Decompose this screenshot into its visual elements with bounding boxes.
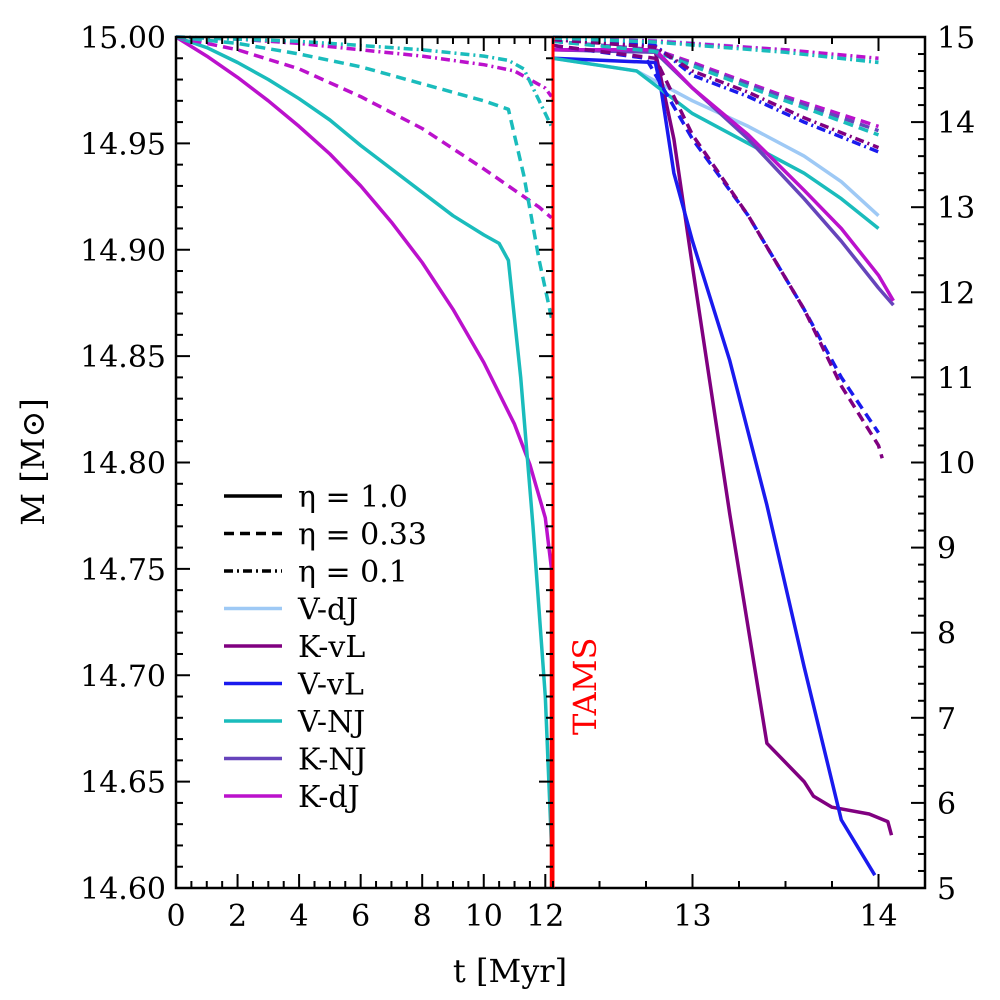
legend: η = 1.0η = 0.33η = 0.1V-dJK-vLV-vLV-NJK-… xyxy=(224,480,427,815)
legend-label-k-dj: K-dJ xyxy=(298,780,360,815)
legend-label-eta-0-1: η = 0.1 xyxy=(298,555,408,590)
right-panel-series xyxy=(552,35,895,877)
right-ytick-label: 15 xyxy=(937,21,975,56)
tick-labels: 14.60 14.65 14.70 14.75 14.80 14.85 14.90 14.95… xyxy=(80,21,975,934)
right-ytick-label: 8 xyxy=(937,617,956,652)
left-xtick-label: 10 xyxy=(465,899,503,934)
series-v-nj-eta-1-0-right xyxy=(552,56,880,230)
left-ytick-label: 14.75 xyxy=(80,553,166,588)
legend-label-v-nj: V-NJ xyxy=(297,705,365,740)
series-v-vl-eta-1-0-right xyxy=(552,56,877,877)
left-ytick-label: 14.65 xyxy=(80,766,166,801)
legend-label-v-vl: V-vL xyxy=(297,668,364,703)
legend-label-v-dj: V-dJ xyxy=(297,593,358,628)
series-v-nj-eta-0-1-right xyxy=(552,36,879,65)
axis-ticks xyxy=(175,36,926,889)
series-v-nj-eta-1-0-left xyxy=(175,35,554,846)
x-axis-title: t [Myr] xyxy=(453,952,567,990)
tams-label: TAMS xyxy=(566,638,604,735)
right-ytick-label: 12 xyxy=(937,276,975,311)
right-xtick-label: 14 xyxy=(859,899,897,934)
legend-label-k-nj: K-NJ xyxy=(298,743,367,778)
left-ytick-label: 14.70 xyxy=(80,659,166,694)
left-ytick-label: 14.90 xyxy=(80,234,166,269)
left-ytick-label: 14.60 xyxy=(80,872,166,907)
legend-label-k-vl: K-vL xyxy=(298,630,365,665)
right-ytick-label: 14 xyxy=(937,106,975,141)
right-ytick-label: 7 xyxy=(937,702,956,737)
left-ytick-label: 14.95 xyxy=(80,127,166,162)
series-k-dj-eta-0-1-left xyxy=(175,35,553,98)
right-ytick-label: 5 xyxy=(937,872,956,907)
series-v-nj-eta-0-1-left xyxy=(175,35,554,128)
right-ytick-label: 6 xyxy=(937,787,956,822)
series-k-dj-eta-1-0-left xyxy=(175,35,554,570)
series-k-vl-eta-0-33-right xyxy=(552,43,884,459)
right-ytick-label: 11 xyxy=(937,361,975,396)
series-v-nj-eta-0-33-left xyxy=(175,35,554,319)
left-ytick-label: 14.80 xyxy=(80,447,166,482)
legend-label-eta-1-0: η = 1.0 xyxy=(298,480,408,515)
left-xtick-label: 4 xyxy=(290,899,309,934)
series-k-vl-eta-1-0-right xyxy=(552,48,894,836)
series-k-vl-eta-0-1-right xyxy=(552,37,880,150)
left-xtick-label: 0 xyxy=(166,899,185,934)
series-v-nj-eta-0-33-right xyxy=(552,39,880,137)
left-ytick-label: 14.85 xyxy=(80,340,166,375)
left-xtick-label: 12 xyxy=(526,899,564,934)
right-ytick-label: 10 xyxy=(937,447,975,482)
left-xtick-label: 6 xyxy=(351,899,370,934)
right-ytick-label: 13 xyxy=(937,191,975,226)
series-k-dj-eta-1-0-right xyxy=(553,48,895,302)
series-v-vl-eta-0-1-right xyxy=(552,37,880,154)
left-xtick-label: 8 xyxy=(413,899,432,934)
left-ytick-label: 15.00 xyxy=(80,21,166,56)
right-xtick-label: 13 xyxy=(673,899,711,934)
legend-label-eta-0-33: η = 0.33 xyxy=(298,518,427,553)
right-ytick-label: 9 xyxy=(937,532,956,567)
series-k-dj-eta-0-33-left xyxy=(175,35,553,220)
series-v-vl-eta-0-33-right xyxy=(552,43,880,434)
y-axis-title: M [M⊙] xyxy=(14,398,52,525)
left-xtick-label: 2 xyxy=(228,899,247,934)
